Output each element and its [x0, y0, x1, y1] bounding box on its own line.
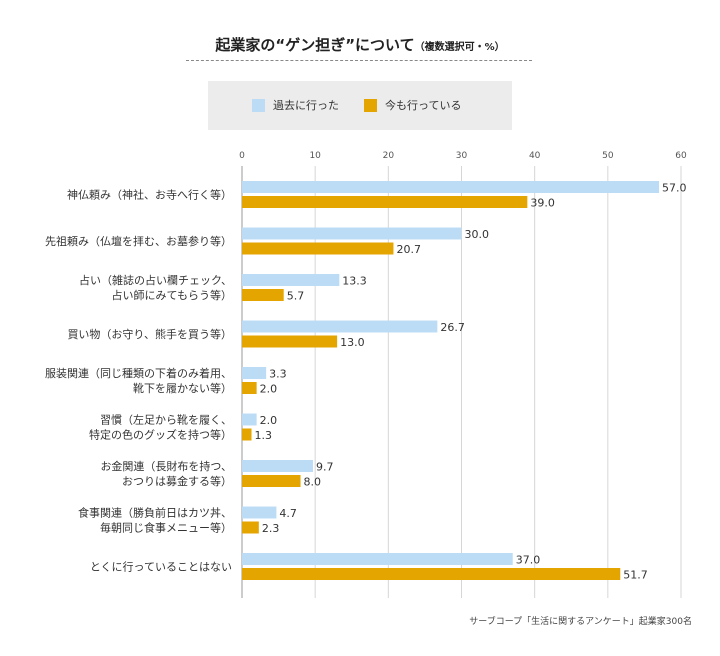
data-label-now: 2.3 — [262, 522, 280, 535]
data-label-past: 13.3 — [342, 275, 367, 288]
bar-now — [242, 521, 259, 534]
category-label: 買い物（お守り、熊手を買う等） — [67, 327, 232, 341]
legend-label-past: 過去に行った — [273, 99, 339, 112]
bar-now — [242, 289, 284, 301]
bar-now — [242, 475, 301, 487]
bar-now — [242, 382, 257, 394]
legend-swatch-past — [252, 98, 265, 112]
bar-past — [242, 274, 340, 286]
bar-past — [242, 181, 660, 193]
x-tick-label: 0 — [239, 151, 245, 161]
legend-swatch-now — [364, 98, 377, 112]
category-label: 先祖頼み（仏壇を拝む、お墓参り等） — [45, 234, 232, 248]
data-label-now: 51.7 — [623, 569, 648, 582]
data-label-now: 5.7 — [287, 290, 305, 303]
category-label: 習慣（左足から靴を履く、 — [100, 413, 232, 427]
title-underline — [186, 60, 532, 61]
category-label: お金関連（長財布を持つ、 — [100, 459, 232, 473]
bar-past — [242, 553, 513, 565]
legend-item-past: 過去に行った — [252, 98, 339, 112]
data-label-now: 8.0 — [304, 476, 322, 489]
data-label-now: 39.0 — [530, 197, 555, 210]
bar-now — [242, 196, 528, 208]
data-label-now: 13.0 — [340, 336, 365, 349]
x-tick-label: 50 — [602, 151, 614, 161]
chart-title-note: （複数選択可・%） — [414, 42, 505, 53]
chart-title-main: 起業家の“ゲン担ぎ”について — [215, 36, 415, 54]
category-label: 毎朝同じ食事メニュー等） — [100, 521, 232, 535]
category-label: 食事関連（勝負前日はカツ丼、 — [78, 506, 232, 520]
category-label: 特定の色のグッズを持つ等） — [89, 428, 232, 442]
data-label-now: 1.3 — [255, 429, 272, 442]
data-label-past: 9.7 — [316, 461, 334, 474]
x-tick-label: 20 — [383, 151, 395, 161]
data-label-past: 2.0 — [260, 414, 278, 427]
chart-title: 起業家の“ゲン担ぎ”について（複数選択可・%） — [0, 34, 720, 55]
bar-past — [242, 367, 267, 379]
category-label: おつりは募金する等） — [122, 474, 232, 488]
legend-item-now: 今も行っている — [364, 98, 461, 112]
bar-now — [242, 568, 621, 580]
x-tick-label: 40 — [529, 151, 541, 161]
bar-past — [242, 460, 313, 472]
data-label-now: 2.0 — [260, 383, 278, 396]
category-label: 神仏頼み（神社、お寺へ行く等） — [67, 188, 232, 202]
data-label-past: 26.7 — [440, 321, 465, 334]
bar-past — [242, 227, 462, 240]
data-label-past: 37.0 — [516, 554, 541, 567]
bar-past — [242, 320, 438, 333]
category-label: とくに行っていることはない — [90, 561, 232, 574]
bar-past — [242, 506, 277, 519]
data-label-past: 30.0 — [465, 228, 490, 241]
category-label: 占い（雑誌の占い欄チェック、 — [79, 273, 232, 287]
legend: 過去に行った 今も行っている — [208, 81, 512, 130]
bar-now — [242, 335, 338, 348]
source-note: サーブコープ「生活に関するアンケート」起業家300名 — [469, 617, 692, 627]
category-label: 靴下を履かない等） — [133, 381, 232, 395]
bar-past — [242, 413, 257, 426]
bar-now — [242, 242, 394, 255]
x-tick-label: 30 — [456, 151, 468, 161]
data-label-past: 3.3 — [269, 368, 287, 381]
bar-now — [242, 428, 252, 441]
x-tick-label: 10 — [309, 151, 321, 161]
data-label-past: 4.7 — [279, 507, 297, 520]
data-label-past: 57.0 — [662, 182, 687, 195]
category-label: 占い師にみてもらう等） — [112, 288, 232, 302]
category-label: 服装関連（同じ種類の下着のみ着用、 — [45, 366, 232, 380]
x-tick-label: 60 — [675, 151, 687, 161]
legend-label-now: 今も行っている — [385, 99, 462, 112]
data-label-now: 20.7 — [396, 243, 421, 256]
